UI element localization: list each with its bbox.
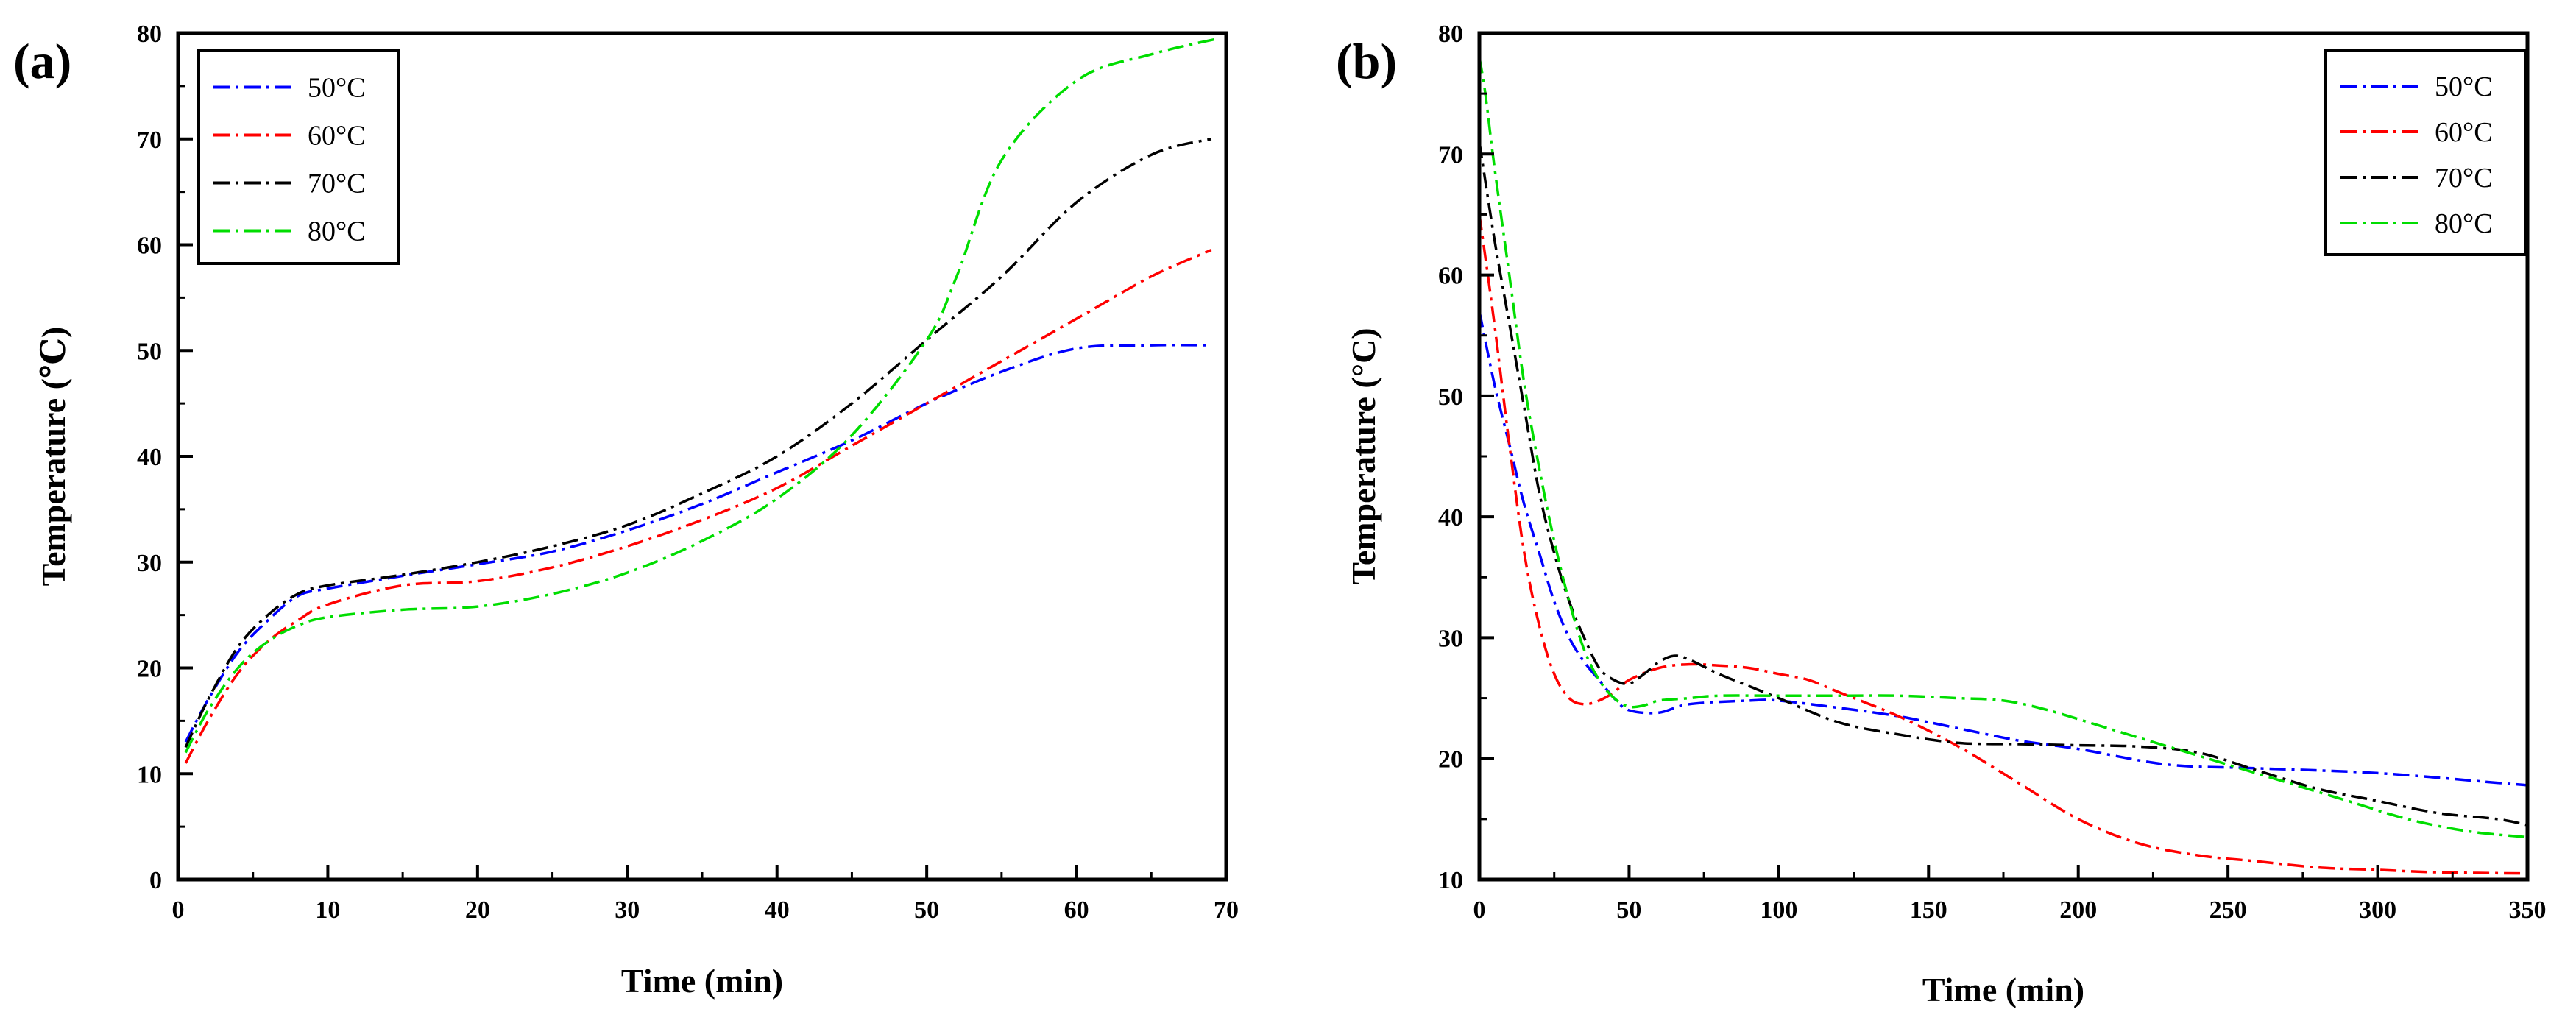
panel-a-y-tick-label: 30: [137, 550, 162, 577]
panel-b-series-line-3: [1478, 57, 2528, 839]
panel-b-x-tick-label: 50: [1616, 896, 1641, 924]
panel-a-legend-label: 70°C: [308, 169, 366, 199]
panel-a-y-tick-label: 80: [137, 21, 162, 48]
panel-a-series-line-2: [184, 138, 1212, 749]
panel-b-x-tick-label: 200: [2059, 896, 2097, 924]
panel-b-legend-label: 60°C: [2435, 117, 2493, 148]
panel-b-series-line-1: [1478, 214, 2528, 875]
panel-b-legend-label: 50°C: [2435, 71, 2493, 102]
panel-b-y-tick-label: 50: [1438, 383, 1463, 411]
panel-a-chart: (a) 0 10 20 30 40 50 60 70 0 10 20 30 40 50 60 70 80 Tim…: [13, 21, 1239, 1000]
panel-b-x-tick-label: 0: [1473, 896, 1486, 924]
panel-a-y-tick-label: 70: [137, 127, 162, 154]
panel-b-y-tick-label: 30: [1438, 625, 1463, 652]
panel-b-x-tick-label: 100: [1760, 896, 1797, 924]
panel-a-x-tick-label: 60: [1064, 896, 1089, 924]
panel-b-series-line-2: [1478, 141, 2528, 827]
panel-b-series-line-0: [1478, 311, 2528, 787]
panel-b-x-tick-label: 300: [2359, 896, 2396, 924]
panel-a-x-tick-label: 50: [914, 896, 939, 924]
panel-a-x-tick-label: 10: [315, 896, 340, 924]
panel-a-legend: [197, 49, 400, 265]
panel-b-x-tick-label: 350: [2509, 896, 2547, 924]
panel-a-legend-label: 80°C: [308, 216, 366, 247]
panel-b-x-tick-label: 150: [1910, 896, 1947, 924]
panel-a-y-tick-label: 20: [137, 656, 162, 683]
panel-a-y-tick-label: 0: [149, 867, 162, 894]
panel-a-series-line-0: [184, 343, 1211, 743]
panel-b-x-tick-label: 250: [2209, 896, 2247, 924]
panel-a-label: (a): [13, 33, 71, 89]
panel-a-y-tick-label: 40: [137, 444, 162, 471]
panel-a-legend-label: 60°C: [308, 121, 366, 152]
panel-b-y-tick-label: 80: [1438, 21, 1463, 48]
panel-a-y-tick-label: 50: [137, 338, 162, 365]
panel-b-y-tick-label: 20: [1438, 746, 1463, 774]
panel-b-y-tick-label: 70: [1438, 141, 1463, 169]
panel-a-series-line-3: [184, 37, 1220, 754]
panel-b-legend-label: 80°C: [2435, 208, 2493, 239]
panel-a-y-tick-label: 10: [137, 761, 162, 788]
panel-b-y-tick-label: 10: [1438, 867, 1463, 894]
panel-b-y-axis-title: Temperature (°C): [1345, 328, 1382, 584]
panel-b-chart: (b) 0 50 100 150 200 250 300 350 10 20 30 40 50 60 70 8…: [1336, 21, 2547, 1008]
panel-a-y-axis-title: Temperature (℃): [35, 327, 72, 587]
panel-a-x-tick-label: 20: [465, 896, 490, 924]
panel-a-legend-label: 50°C: [308, 73, 366, 104]
panel-a-x-tick-label: 30: [615, 896, 640, 924]
panel-b-label: (b): [1336, 33, 1397, 89]
panel-b-y-tick-label: 40: [1438, 504, 1463, 531]
panel-b-y-tick-label: 60: [1438, 263, 1463, 290]
panel-b-x-axis-title: Time (min): [1922, 971, 2084, 1008]
panel-a-x-tick-label: 40: [765, 896, 790, 924]
panel-b-legend-label: 70°C: [2435, 163, 2493, 194]
panel-b-legend: [2324, 49, 2527, 256]
panel-a-x-axis-title: Time (min): [621, 962, 783, 1000]
panel-a-y-tick-label: 60: [137, 233, 162, 260]
panel-a-x-tick-label: 0: [172, 896, 185, 924]
panel-a-x-tick-label: 70: [1214, 896, 1239, 924]
